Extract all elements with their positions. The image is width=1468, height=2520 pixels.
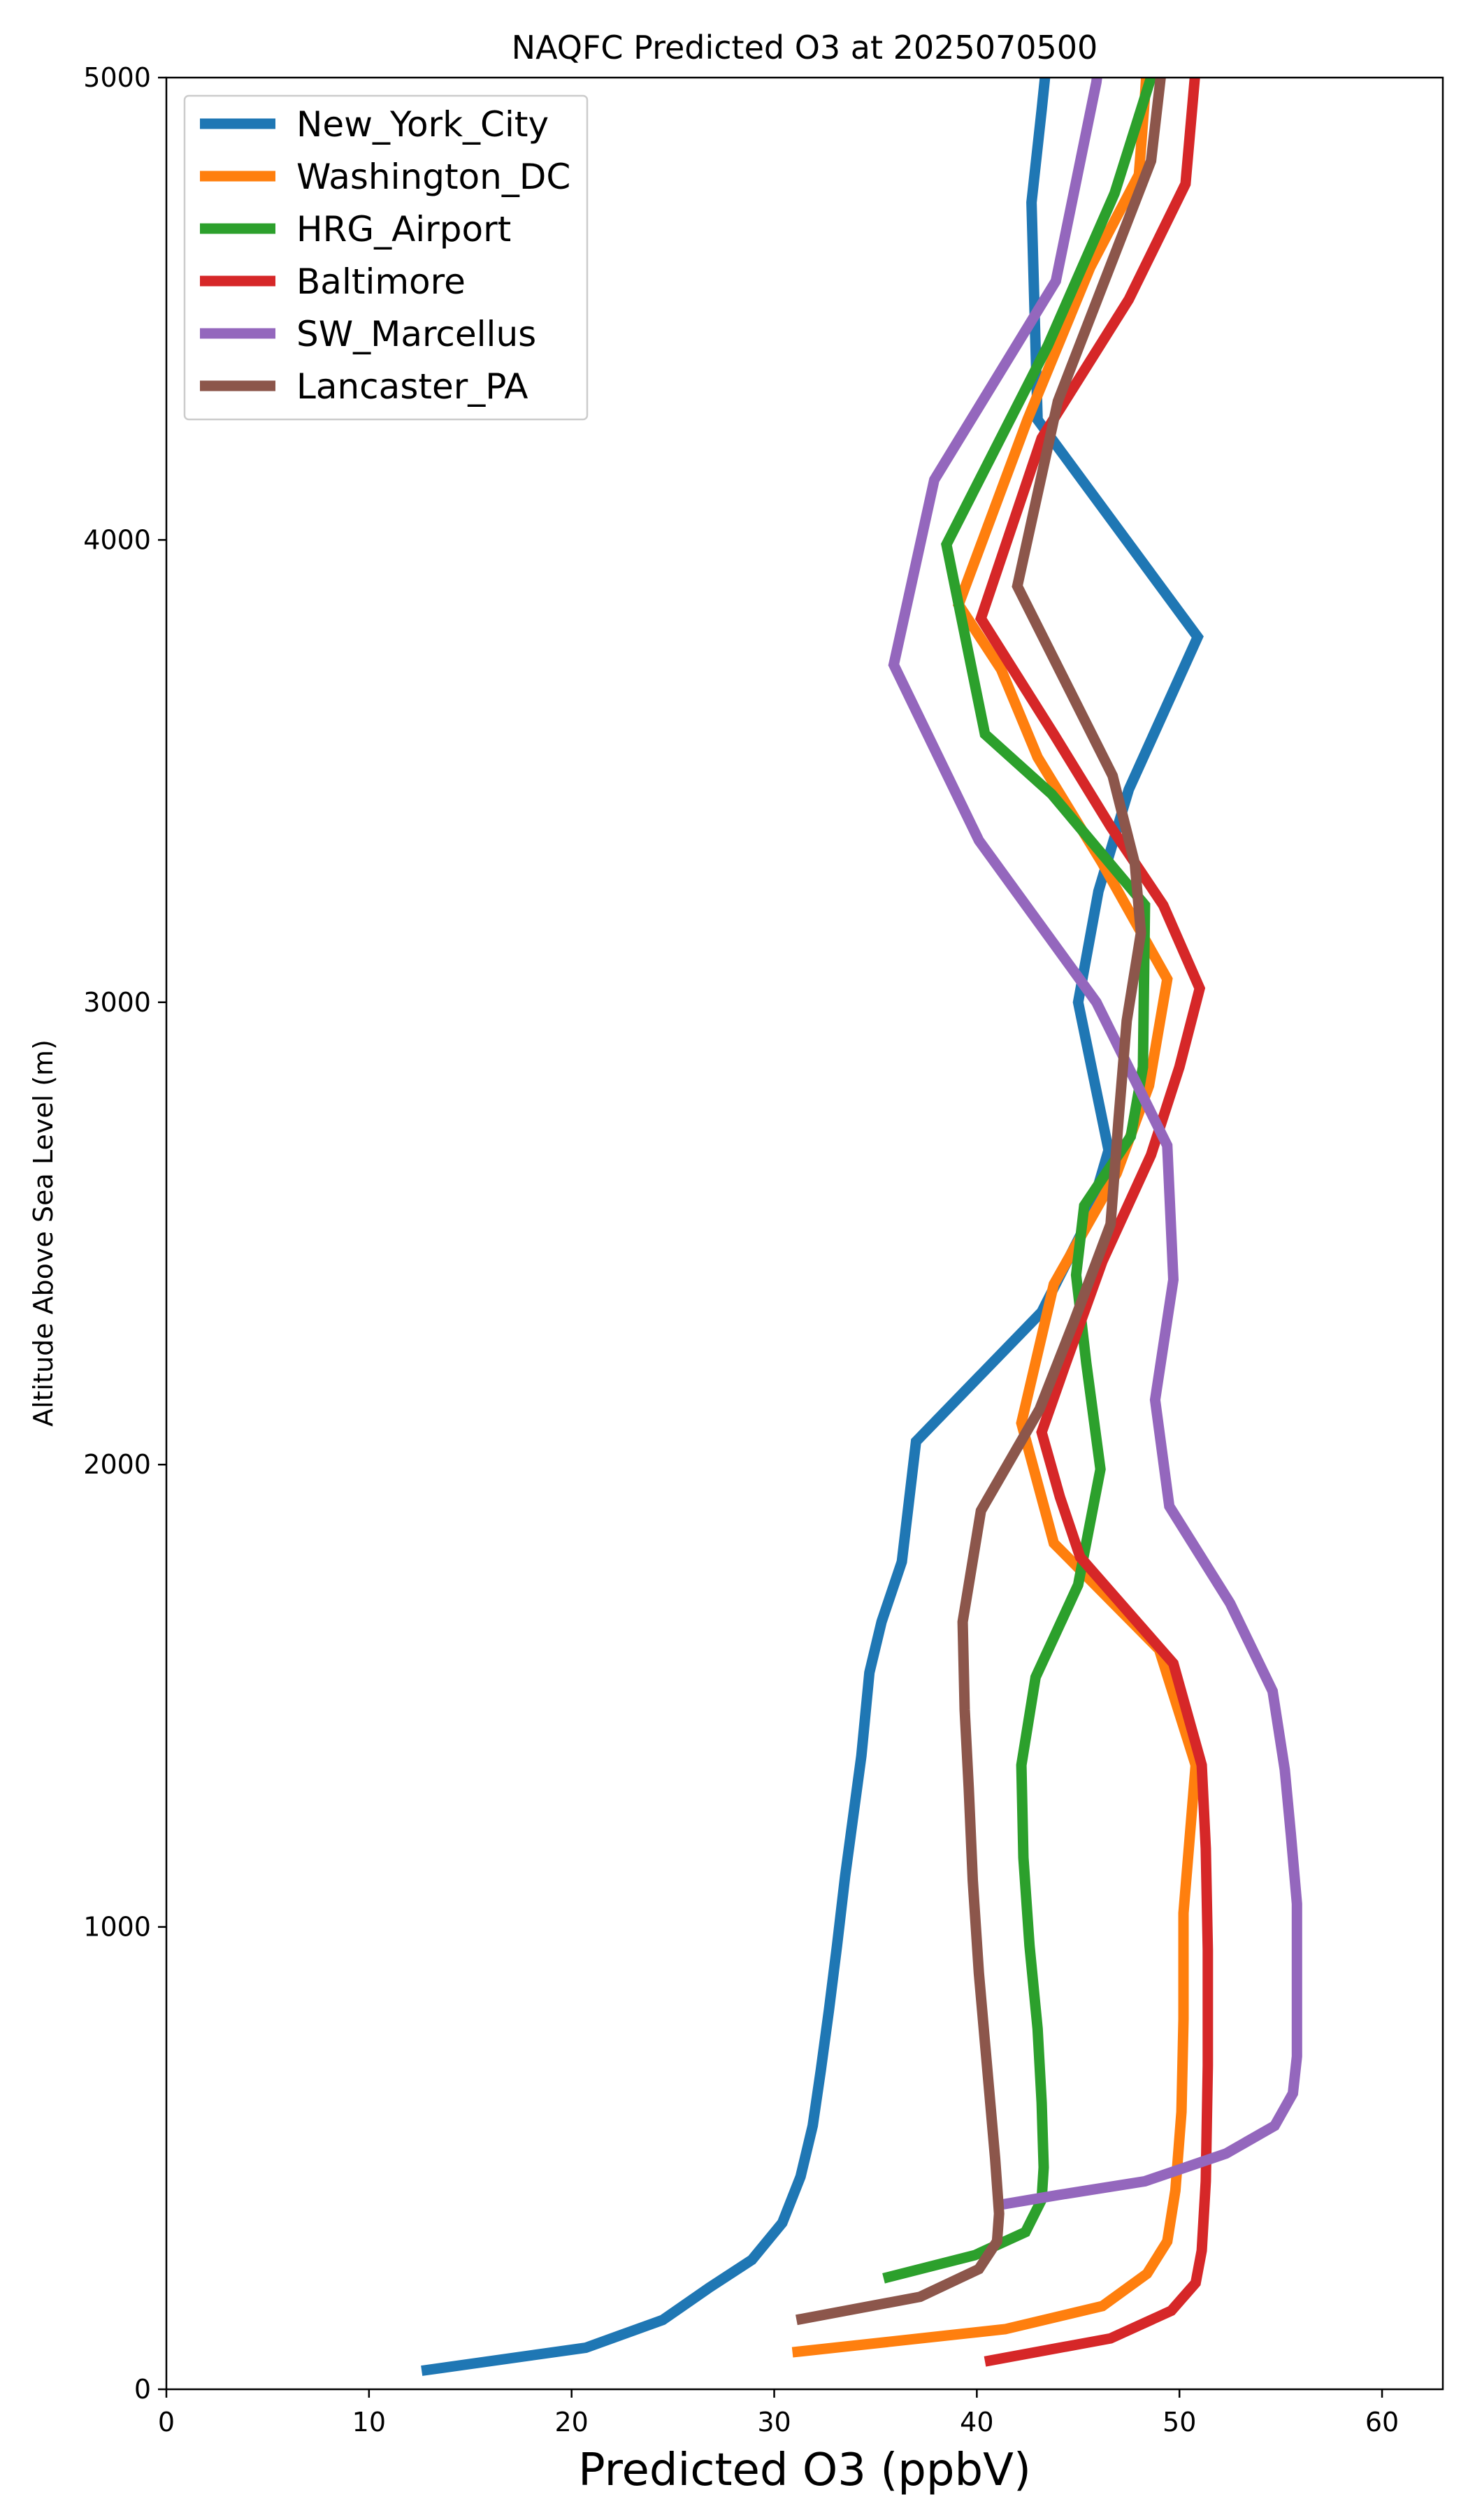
- chart-title: NAQFC Predicted O3 at 2025070500: [512, 29, 1098, 66]
- y-axis: 0 1000 2000 3000 4000 5000: [83, 62, 166, 2405]
- legend-label: New_York_City: [296, 104, 549, 145]
- x-tick-label: 60: [1365, 2407, 1399, 2438]
- legend-label: SW_Marcellus: [296, 314, 536, 354]
- x-axis-label: Predicted O3 (ppbV): [578, 2445, 1031, 2496]
- x-tick-label: 10: [352, 2407, 386, 2438]
- series-line-new-york-city: [421, 78, 1204, 2376]
- y-tick-label: 5000: [83, 62, 151, 93]
- series-line-baltimore: [974, 78, 1214, 2367]
- x-tick-label: 50: [1163, 2407, 1196, 2438]
- series-layer: [421, 78, 1302, 2376]
- y-tick-label: 4000: [83, 524, 151, 555]
- y-tick-label: 1000: [83, 1912, 151, 1943]
- legend: New_York_City Washington_DC HRG_Airport Bal…: [183, 94, 589, 421]
- x-tick-label: 30: [757, 2407, 791, 2438]
- x-axis: 0 10 20 30 40 50 60: [158, 2389, 1399, 2438]
- y-tick-label: 2000: [83, 1449, 151, 1480]
- y-tick-label: 0: [134, 2374, 151, 2405]
- legend-label: Baltimore: [296, 261, 466, 302]
- series-line-lancaster-pa: [796, 78, 1166, 2326]
- y-axis-label: Altitude Above Sea Level (m): [28, 1039, 59, 1427]
- series-line-washington-dc: [791, 78, 1201, 2358]
- legend-label: Lancaster_PA: [296, 366, 528, 407]
- series-line-hrg-airport: [882, 78, 1157, 2284]
- plot-frame: [165, 76, 1444, 2391]
- legend-box: [183, 94, 589, 421]
- x-tick-label: 0: [158, 2407, 175, 2438]
- x-tick-label: 20: [555, 2407, 589, 2438]
- legend-label: Washington_DC: [296, 157, 570, 197]
- series-line-sw-marcellus: [888, 78, 1302, 2210]
- y-tick-label: 3000: [83, 987, 151, 1018]
- legend-label: HRG_Airport: [296, 209, 511, 250]
- x-tick-label: 40: [960, 2407, 993, 2438]
